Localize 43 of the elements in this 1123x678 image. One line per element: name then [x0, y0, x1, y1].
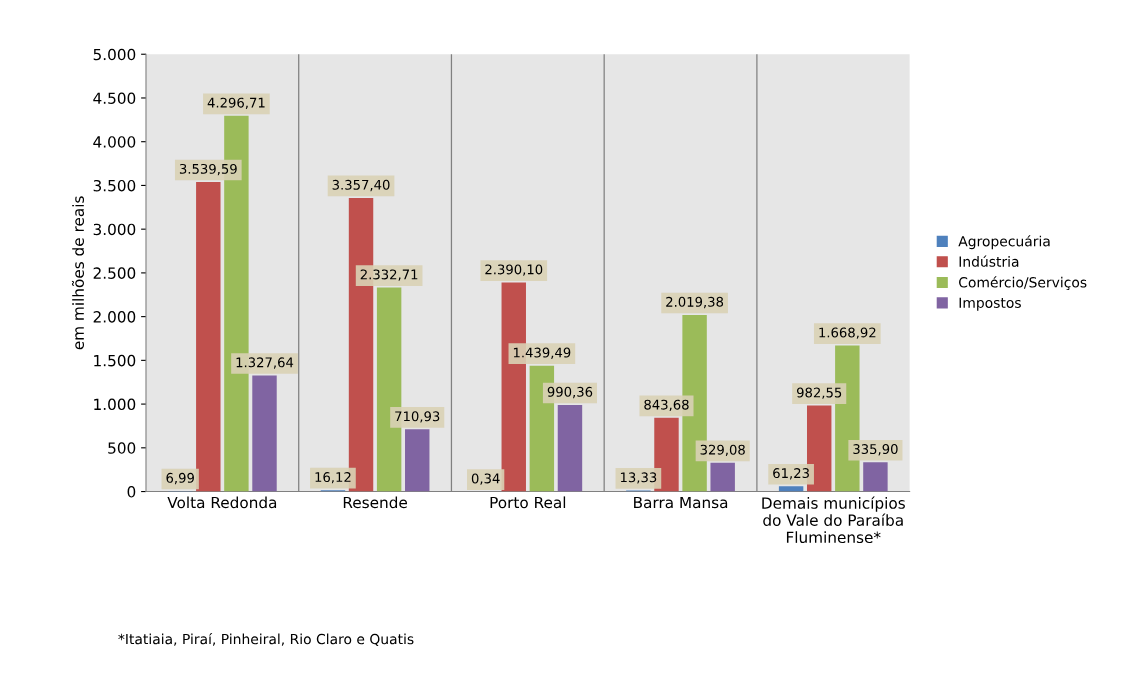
data-label: 710,93 — [395, 411, 440, 423]
data-label: 990,36 — [547, 386, 593, 399]
x-tick-label: Volta Redonda — [167, 496, 277, 509]
y-tick-label: 2.500 — [93, 267, 136, 279]
y-tick-label: 4.500 — [93, 92, 136, 104]
y-tick-label: 500 — [108, 442, 136, 454]
legend-label: Comércio/Serviços — [959, 276, 1087, 291]
legend-label: Agropecuária — [958, 235, 1050, 250]
data-label: 3.539,59 — [179, 163, 237, 176]
y-tick-label: 3.500 — [93, 179, 136, 192]
data-label: 3.357,40 — [332, 179, 390, 192]
x-tick-label: Demais municípios do Vale do Paraíba Fluminense* — [762, 496, 905, 544]
data-label: 982,55 — [796, 387, 842, 399]
data-label: 1.439,49 — [513, 347, 571, 359]
text: *Itatiaia, Piraí, Pinheiral, Rio Claro e Quatis — [118, 632, 414, 646]
y-tick-label: 5.000 — [93, 48, 136, 61]
data-label: 1.327,64 — [236, 357, 294, 369]
x-tick-label: Resende — [343, 496, 407, 509]
data-label: 16,12 — [315, 472, 351, 484]
x-tick-label: Barra Mansa — [634, 496, 728, 509]
data-label: 13,33 — [620, 472, 657, 484]
data-label: 2.390,10 — [485, 264, 543, 276]
data-label: 843,68 — [644, 399, 689, 411]
data-label: 335,90 — [853, 444, 898, 456]
data-label: 6,99 — [166, 472, 194, 485]
data-label: 2.019,38 — [666, 296, 724, 309]
bar — [778, 486, 804, 492]
y-axis-title: em milhões de reais — [71, 196, 85, 350]
data-label: 4.296,71 — [207, 97, 265, 109]
y-tick-label: 1.000 — [94, 398, 136, 411]
data-label: 0,34 — [471, 473, 500, 485]
y-tick-label: 1.500 — [94, 354, 136, 367]
data-label: 61,23 — [773, 468, 809, 480]
legend-label: Impostos — [959, 297, 1021, 311]
y-tick-label: 4.000 — [93, 136, 136, 148]
x-tick-label: Porto Real — [490, 496, 566, 509]
y-tick-label: 3.000 — [93, 223, 136, 236]
data-label: 2.332,71 — [360, 269, 418, 281]
data-label: 1.668,92 — [819, 327, 876, 339]
data-label: 329,08 — [700, 444, 745, 456]
legend-label: Indústria — [959, 255, 1019, 267]
y-tick-label: 2.000 — [93, 311, 136, 323]
y-tick-label: 0 — [127, 486, 136, 498]
